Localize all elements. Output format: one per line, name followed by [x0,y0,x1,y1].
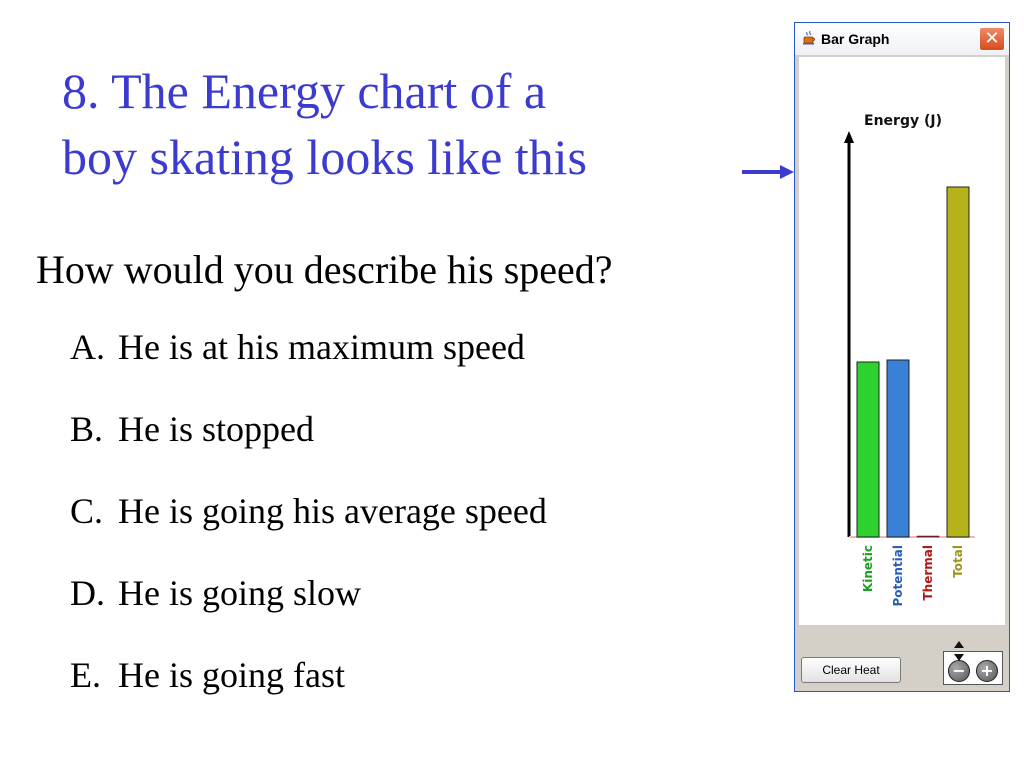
zoom-in-button[interactable]: + [976,660,998,682]
option-text: He is going slow [118,573,361,613]
option-letter: B. [70,409,104,449]
option-letter: A. [70,327,105,367]
title-line-2: boy skating looks like this [62,129,587,185]
zoom-arrows-icon [954,641,964,661]
option-text: He is going fast [118,655,345,695]
option-b: B. He is stopped [70,408,547,490]
category-label-thermal: Thermal [921,545,935,601]
option-letter: D. [70,573,105,613]
y-axis-label: Energy (J) [864,113,942,129]
category-label-total: Total [951,545,965,578]
option-text: He is going his average speed [118,491,547,531]
category-label-kinetic: Kinetic [861,545,875,592]
option-text: He is at his maximum speed [118,327,525,367]
option-letter: C. [70,491,104,531]
java-cup-icon [803,30,815,45]
category-label-potential: Potential [891,545,905,607]
window-title: Bar Graph [821,31,890,47]
chart-area: Energy (J) Kinetic Potential Thermal Total [799,57,1005,687]
bar-total [946,186,970,538]
bar-graph-window: Bar Graph ✕ Energy (J) Kinetic Potential T… [794,22,1010,692]
question-text: How would you describe his speed? [36,247,613,292]
option-a: A. He is at his maximum speed [70,326,547,408]
zoom-controls: − + [943,651,1003,685]
option-e: E. He is going fast [70,654,547,736]
clear-heat-button[interactable]: Clear Heat [801,657,901,683]
bar-kinetic [856,361,880,538]
zoom-out-button[interactable]: − [948,660,970,682]
answer-options: A. He is at his maximum speed B. He is sto… [70,326,547,736]
bar-thermal [916,535,940,538]
option-letter: E. [70,655,101,695]
energy-bar-chart: Energy (J) Kinetic Potential Thermal Total [844,113,975,607]
y-axis-arrowhead [844,131,854,143]
title-line-1: 8. The Energy chart of a [62,63,547,119]
slide-title: 8. The Energy chart of a boy skating loo… [62,58,762,190]
option-c: C. He is going his average speed [70,490,547,572]
close-button[interactable]: ✕ [979,27,1005,51]
right-arrow-icon [742,165,794,179]
window-titlebar[interactable]: Bar Graph ✕ [795,23,1009,55]
option-d: D. He is going slow [70,572,547,654]
option-text: He is stopped [118,409,314,449]
window-bottom-bar: Clear Heat − + [799,625,1005,687]
bar-potential [886,359,910,538]
